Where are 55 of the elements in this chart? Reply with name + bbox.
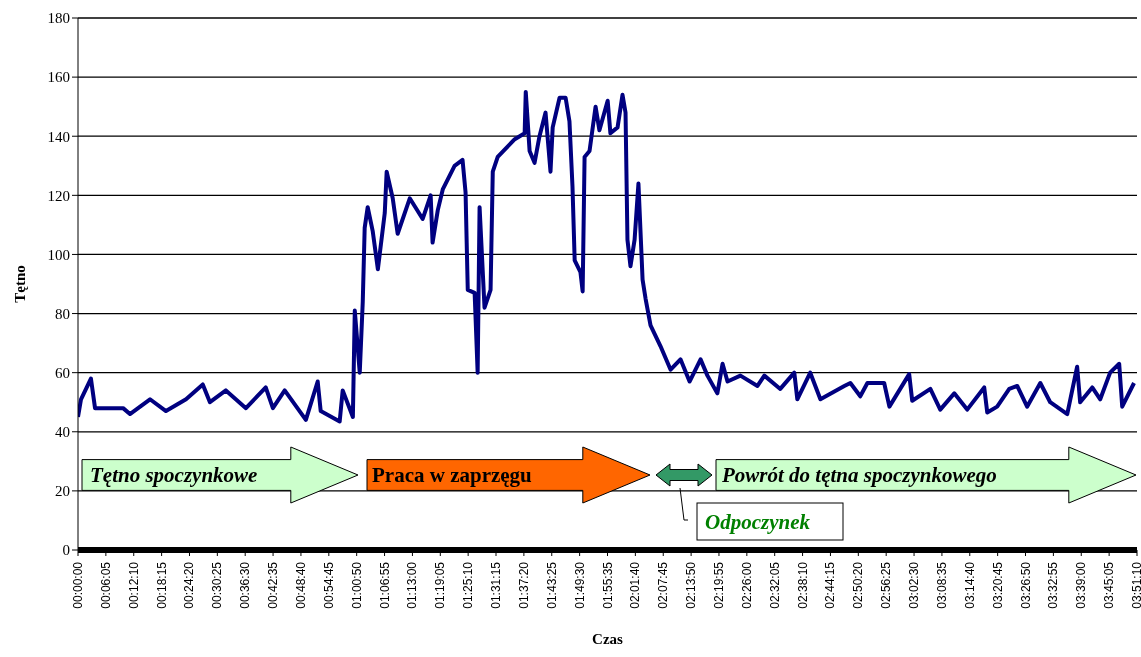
x-tick-label: 00:54:45 — [321, 561, 336, 609]
x-tick-label: 03:39:00 — [1074, 561, 1089, 609]
x-tick-label: 02:56:25 — [879, 561, 894, 609]
x-tick-label: 02:19:55 — [711, 561, 726, 609]
x-tick-label: 01:06:55 — [377, 561, 392, 609]
y-tick-label: 0 — [62, 542, 70, 559]
y-tick-label: 140 — [47, 128, 70, 145]
y-tick-label: 160 — [47, 69, 70, 86]
x-tick-label: 01:00:50 — [349, 561, 364, 609]
x-tick-label: 03:02:30 — [907, 561, 922, 609]
x-tick-label: 02:50:20 — [851, 561, 866, 609]
x-tick-label: 00:12:10 — [126, 561, 141, 609]
x-tick-label: 00:48:40 — [293, 561, 308, 609]
x-tick-label: 02:32:05 — [767, 561, 782, 609]
x-tick-label: 01:19:05 — [433, 561, 448, 609]
x-tick-label: 00:30:25 — [210, 561, 225, 609]
x-tick-label: 00:24:20 — [182, 561, 197, 609]
y-tick-label: 20 — [55, 483, 70, 500]
y-tick-label: 180 — [47, 10, 70, 27]
annotation: Powrót do tętna spoczynkowego — [721, 463, 997, 487]
x-tick-label: 01:55:35 — [600, 561, 615, 609]
y-tick-label: 100 — [47, 246, 70, 263]
x-tick-label: 02:01:40 — [628, 561, 643, 609]
annotation: Praca w zaprzęgu — [372, 463, 533, 487]
y-tick-label: 120 — [47, 187, 70, 204]
x-tick-label: 01:49:30 — [572, 561, 587, 609]
x-tick-label: 01:37:20 — [516, 561, 531, 609]
x-tick-label: 00:18:15 — [154, 561, 169, 609]
y-tick-label: 60 — [55, 364, 70, 381]
y-tick-label: 40 — [55, 424, 70, 441]
x-tick-label: 02:38:10 — [795, 561, 810, 609]
x-tick-label: 01:25:10 — [461, 561, 476, 609]
y-axis-title: Tętno — [12, 265, 29, 303]
x-tick-label: 00:42:35 — [266, 561, 281, 609]
x-tick-label: 02:13:50 — [684, 561, 699, 609]
x-tick-label: 03:20:45 — [990, 561, 1005, 609]
x-tick-label: 00:06:05 — [98, 561, 113, 609]
annotation: Tętno spoczynkowe — [90, 463, 258, 487]
x-tick-label: 03:14:40 — [962, 561, 977, 609]
x-tick-label: 01:43:25 — [544, 561, 559, 609]
x-tick-label: 03:45:05 — [1102, 561, 1117, 609]
x-axis-title: Czas — [592, 631, 624, 647]
y-tick-label: 80 — [55, 305, 70, 322]
x-tick-label: 02:44:15 — [823, 561, 838, 609]
x-tick-label: 03:26:50 — [1018, 561, 1033, 609]
annotation: Odpoczynek — [705, 509, 811, 534]
x-tick-label: 03:32:55 — [1046, 561, 1061, 609]
x-tick-label: 00:36:30 — [238, 561, 253, 609]
x-tick-label: 00:00:00 — [71, 561, 85, 609]
x-tick-label: 01:13:00 — [405, 561, 420, 609]
x-tick-label: 03:51:10 — [1130, 561, 1141, 609]
x-tick-label: 02:26:00 — [739, 561, 754, 609]
x-tick-label: 02:07:45 — [656, 561, 671, 609]
x-tick-label: 01:31:15 — [489, 561, 504, 609]
x-tick-label: 03:08:35 — [934, 561, 949, 609]
